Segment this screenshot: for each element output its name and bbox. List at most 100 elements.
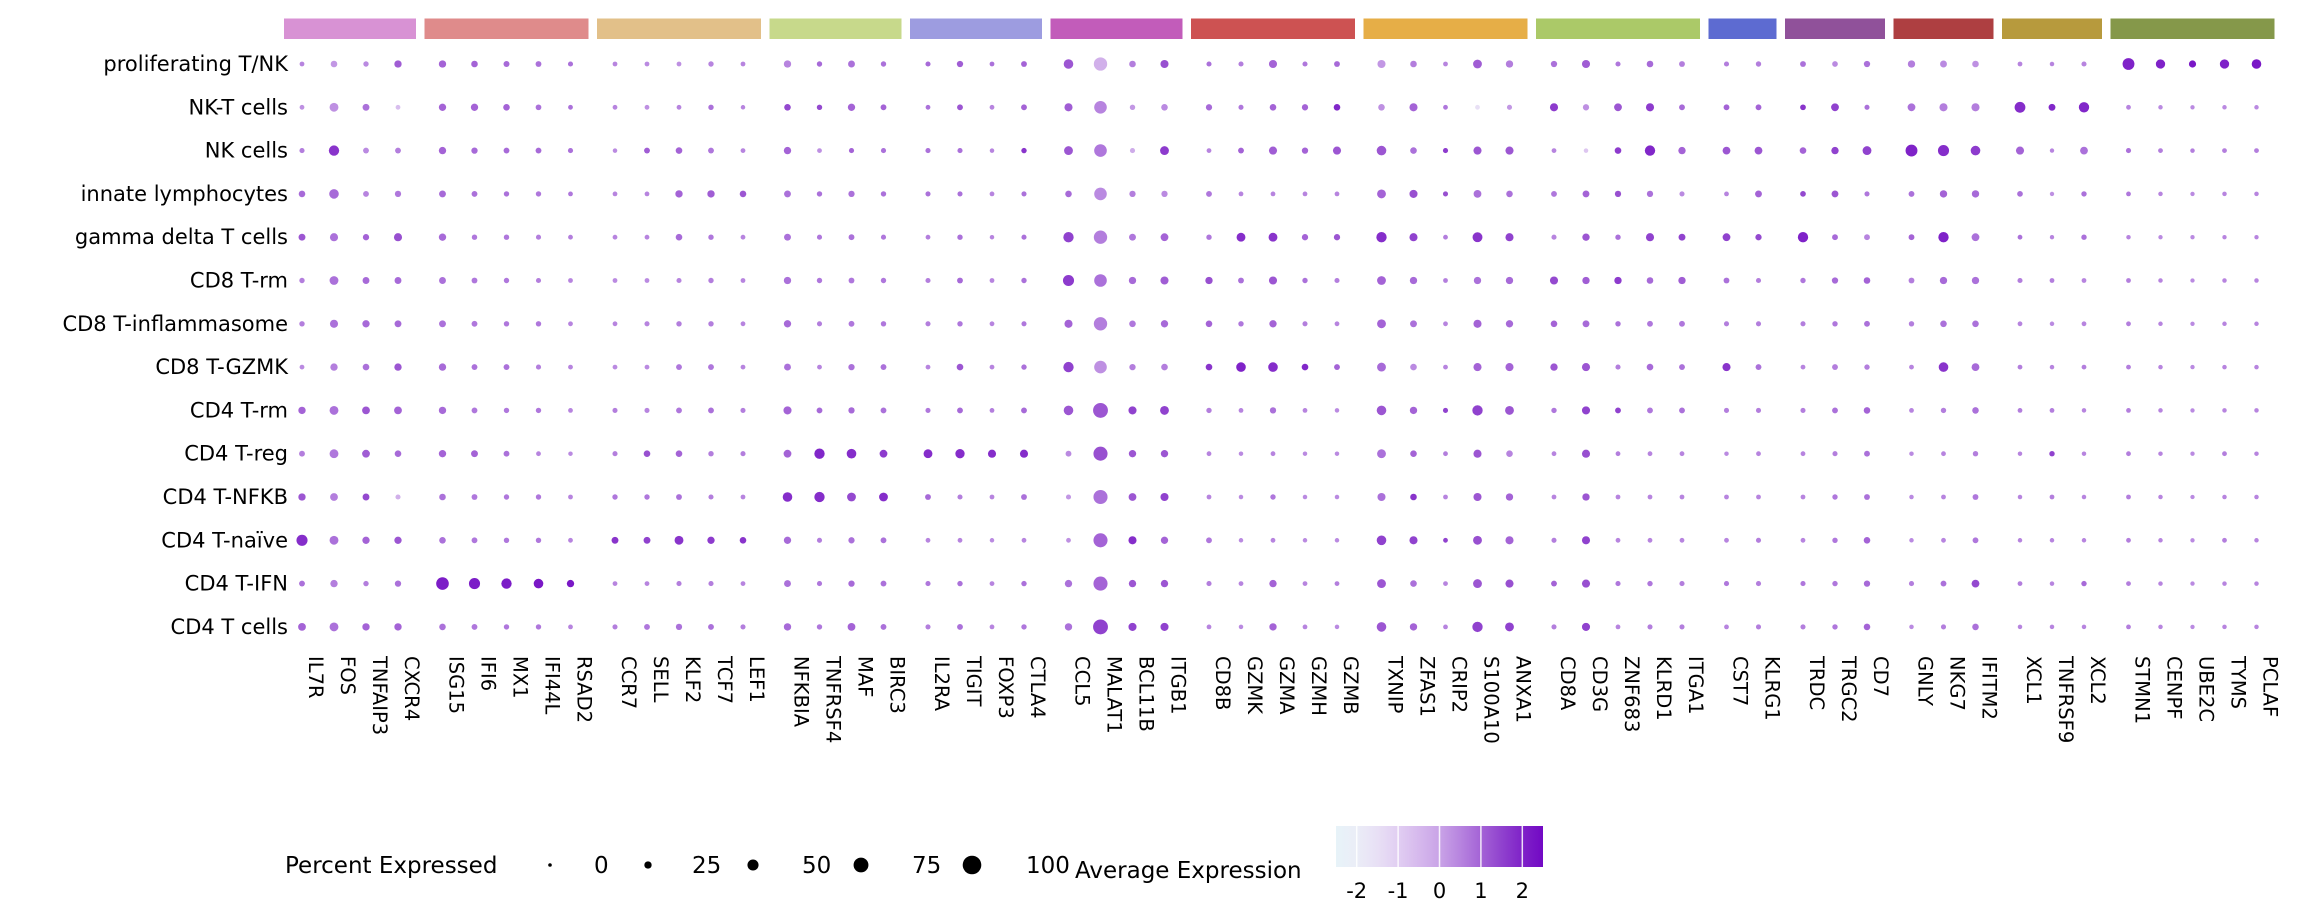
expression-dot (1800, 321, 1806, 327)
colorbar-tick-mark (1521, 826, 1524, 867)
expression-dot (1093, 402, 1108, 418)
expression-dot (1065, 190, 1072, 198)
expression-dot (2015, 146, 2025, 155)
expression-dot (299, 61, 305, 67)
expression-dot (2158, 148, 2163, 154)
gene-label: MALAT1 (1103, 656, 1126, 734)
expression-dot (1972, 537, 1979, 544)
colorbar-tick-label: 1 (1474, 879, 1487, 903)
expression-dot (1582, 104, 1590, 111)
expression-dot (1723, 581, 1730, 587)
expression-dot (847, 492, 856, 502)
expression-dot (1093, 317, 1108, 331)
expression-dot (1645, 233, 1655, 242)
expression-dot (1755, 104, 1762, 111)
expression-dot (394, 277, 402, 284)
expression-dot (1021, 494, 1027, 500)
expression-dot (1864, 364, 1870, 370)
expression-dot (2049, 451, 2055, 457)
expression-dot (2081, 538, 2087, 543)
expression-dot (1205, 363, 1213, 371)
expression-dot (2049, 624, 2055, 630)
expression-dot (1269, 407, 1277, 414)
expression-dot (438, 450, 447, 458)
expression-dot (1723, 277, 1730, 284)
legend-size-dot (644, 861, 652, 869)
expression-dot (1863, 407, 1871, 414)
gene-label: FOXP3 (994, 656, 1017, 719)
expression-dot (1021, 147, 1027, 154)
expression-dot (1679, 537, 1685, 543)
expression-dot (568, 624, 573, 630)
expression-dot (439, 623, 446, 631)
expression-dot (2049, 321, 2055, 327)
expression-dot (2126, 624, 2131, 630)
expression-dot (708, 364, 714, 371)
expression-dot (783, 276, 792, 285)
expression-dot (1864, 320, 1870, 327)
expression-dot (2190, 494, 2195, 500)
expression-dot (1443, 537, 1448, 543)
cell-type-label: CD4 T cells (171, 615, 288, 639)
expression-dot (1909, 451, 1914, 456)
expression-dot (1301, 363, 1309, 371)
expression-dot (848, 407, 855, 414)
expression-dot (1615, 364, 1621, 370)
expression-dot (1939, 276, 1948, 285)
expression-dot (1443, 494, 1448, 500)
expression-dot (1615, 494, 1621, 500)
expression-dot (1443, 104, 1448, 110)
gene-label: STMN1 (2131, 656, 2154, 724)
expression-dot (2081, 580, 2087, 587)
expression-dot (1972, 320, 1979, 328)
expression-dot (2190, 408, 2195, 413)
expression-dot (1679, 320, 1685, 327)
expression-dot (1679, 61, 1685, 67)
expression-dot (783, 406, 792, 415)
expression-dot (1377, 59, 1386, 69)
expression-dot (1505, 363, 1514, 372)
expression-dot (2017, 451, 2023, 456)
expression-dot (1473, 363, 1482, 372)
expression-dot (536, 451, 541, 457)
gene-label: LEF1 (745, 656, 768, 703)
expression-dot (1443, 234, 1448, 240)
expression-dot (2254, 235, 2259, 240)
expression-dot (1615, 451, 1621, 457)
expression-dot (1093, 533, 1108, 548)
expression-dot (1129, 320, 1136, 328)
expression-dot (438, 103, 447, 111)
expression-dot (676, 321, 682, 327)
gene-group-bar (1536, 18, 1700, 39)
expression-dot (1377, 449, 1386, 459)
expression-dot (2254, 148, 2259, 154)
expression-dot (471, 60, 478, 68)
expression-dot (470, 103, 479, 111)
expression-dot (1021, 61, 1027, 67)
expression-dot (2254, 451, 2259, 456)
expression-dot (2190, 191, 2195, 197)
expression-dot (1505, 320, 1514, 328)
gene-label: IFI44L (541, 656, 564, 715)
expression-dot (2254, 408, 2259, 413)
gene-label: MAF (854, 656, 877, 697)
expression-dot (2126, 581, 2131, 586)
expression-dot (535, 147, 542, 154)
gene-label: CD3G (1588, 656, 1611, 712)
expression-dot (1755, 234, 1762, 241)
expression-dot (1473, 276, 1482, 285)
expression-dot (1334, 277, 1340, 284)
expression-dot (989, 538, 995, 543)
expression-dot (1269, 579, 1277, 588)
expression-dot (1160, 536, 1169, 544)
expression-dot (1941, 537, 1946, 543)
colorbar-tick-mark (1355, 826, 1358, 867)
expression-dot (363, 147, 369, 154)
expression-dot (740, 581, 746, 586)
expression-dot (1909, 408, 1914, 413)
expression-dot (1021, 191, 1027, 197)
expression-dot (2158, 581, 2163, 586)
expression-dot (330, 363, 338, 371)
expression-dot (2017, 581, 2023, 586)
expression-dot (329, 405, 339, 415)
